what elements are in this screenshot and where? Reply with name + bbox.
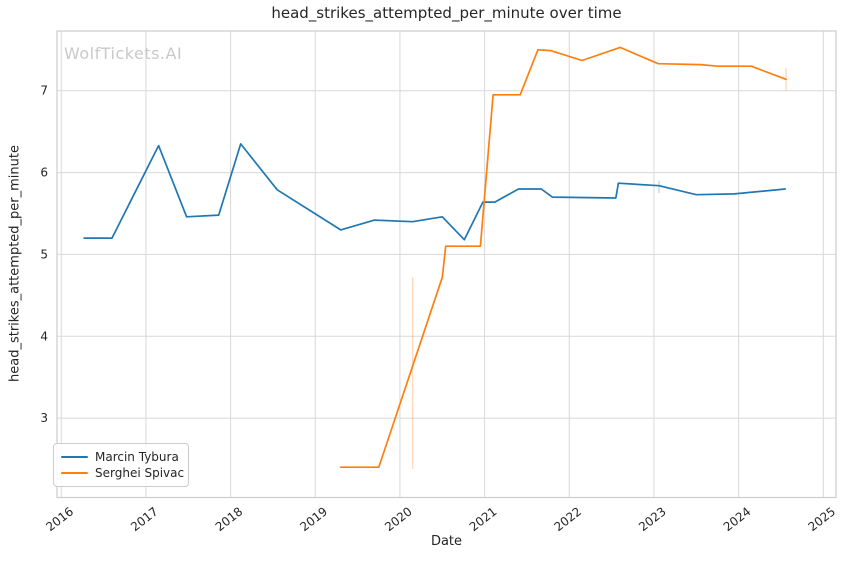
x-tick-label: 2018	[213, 504, 246, 534]
x-tick-label: 2022	[551, 504, 584, 534]
y-axis-label: head_strikes_attempted_per_minute	[7, 145, 23, 382]
legend-item-serghei-spivac: Serghei Spivac	[61, 465, 184, 481]
watermark: WolfTickets.AI	[64, 44, 183, 63]
series-line-serghei-spivac	[339, 46, 787, 469]
x-tick-label: 2025	[805, 504, 838, 534]
plot-frame	[56, 30, 837, 499]
x-axis-label: Date	[430, 534, 463, 549]
legend-label: Marcin Tybura	[95, 450, 179, 464]
legend-label: Serghei Spivac	[95, 466, 185, 480]
legend-item-marcin-tybura: Marcin Tybura	[61, 449, 180, 465]
x-tick-label: 2016	[43, 504, 76, 534]
x-tick-label: 2020	[382, 504, 415, 534]
x-tick-label: 2019	[297, 504, 330, 534]
legend-line-sample-blue	[61, 456, 88, 458]
legend-line-sample-orange	[61, 472, 88, 474]
x-tick-label: 2023	[636, 504, 669, 534]
x-tick-label: 2021	[467, 504, 500, 534]
y-tick-label: 3	[40, 411, 48, 425]
legend: Marcin Tybura Serghei Spivac	[53, 443, 189, 487]
x-tick-label: 2024	[721, 504, 754, 534]
y-tick-label: 4	[40, 329, 48, 343]
x-tick-label: 2017	[128, 504, 161, 534]
y-tick-label: 5	[40, 247, 48, 261]
y-tick-label: 6	[40, 166, 48, 180]
series-line-marcin-tybura	[83, 143, 787, 241]
y-tick-label: 7	[40, 84, 48, 98]
chart-title: head_strikes_attempted_per_minute over t…	[271, 4, 622, 22]
